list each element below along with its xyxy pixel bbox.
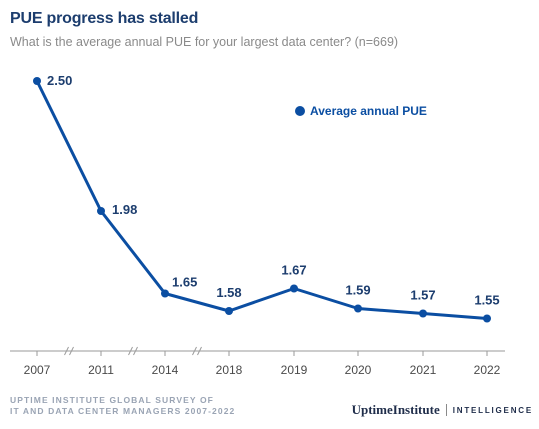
x-tick-label: 2018	[216, 363, 243, 377]
axis-break-mark	[133, 346, 138, 356]
data-label: 1.55	[474, 293, 499, 308]
data-point	[354, 304, 362, 313]
data-point	[483, 314, 491, 323]
source-line-1: UPTIME INSTITUTE GLOBAL SURVEY OF	[10, 395, 214, 405]
data-label: 2.50	[47, 73, 72, 88]
x-tick-label: 2011	[88, 363, 114, 377]
data-point	[97, 207, 105, 215]
axis-break-mark	[64, 346, 69, 356]
brand-name: UptimeInstitute	[351, 402, 440, 417]
x-tick-label: 2022	[474, 363, 501, 377]
axis-break-mark	[69, 346, 74, 356]
axis-break-mark	[197, 346, 202, 356]
legend-label: Average annual PUE	[310, 104, 427, 118]
x-tick-label: 2007	[24, 363, 51, 377]
data-label: 1.98	[112, 202, 137, 217]
data-point	[225, 307, 233, 315]
x-tick-label: 2021	[410, 363, 437, 377]
x-tick-label: 2020	[345, 363, 372, 377]
data-point	[33, 77, 41, 85]
data-label: 1.67	[281, 263, 306, 278]
data-point	[290, 284, 298, 293]
series-line-average-annual-pue	[35, 79, 489, 320]
axis-break-mark	[128, 346, 133, 356]
brand-tag: INTELLIGENCE	[452, 405, 533, 415]
chart-title: PUE progress has stalled	[10, 10, 199, 27]
x-tick-label: 2014	[152, 363, 179, 377]
source-line-2: IT AND DATA CENTER MANAGERS 2007-2022	[10, 406, 236, 416]
data-point	[161, 289, 169, 298]
legend-marker	[295, 106, 305, 116]
data-label: 1.57	[410, 288, 435, 303]
x-tick-label: 2019	[281, 363, 308, 377]
source-note: UPTIME INSTITUTE GLOBAL SURVEY OF IT AND…	[10, 395, 235, 417]
data-label: 1.65	[172, 275, 197, 290]
data-label: 1.59	[345, 283, 370, 298]
data-point	[419, 309, 427, 318]
chart-subtitle: What is the average annual PUE for your …	[10, 35, 399, 49]
brand-divider	[445, 404, 447, 416]
axis-break-mark	[192, 346, 197, 356]
data-label: 1.58	[216, 285, 241, 300]
brand-logo: UptimeInstitute INTELLIGENCE	[352, 402, 533, 418]
